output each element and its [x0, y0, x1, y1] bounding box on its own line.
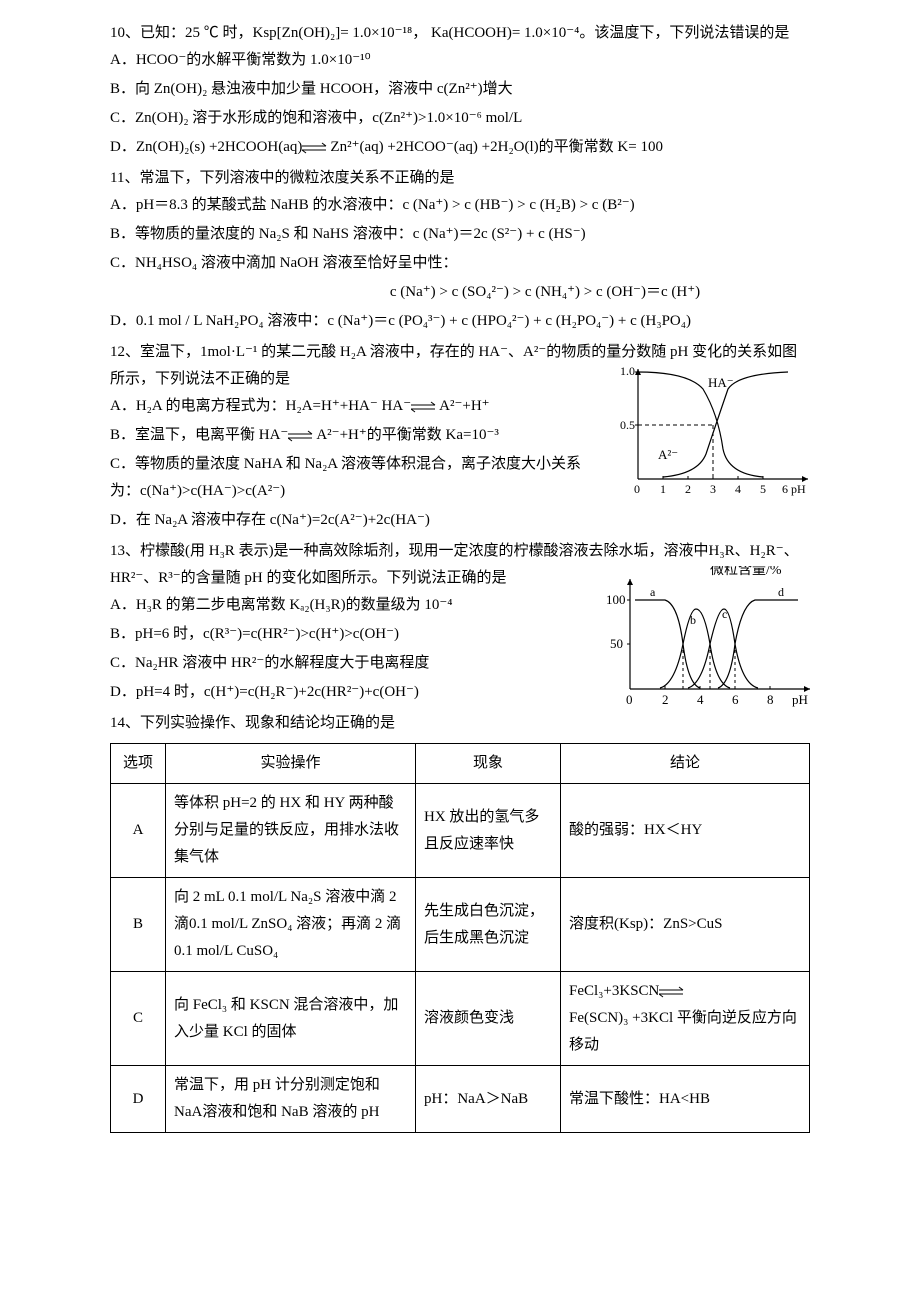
q12-x3: 3 [710, 482, 716, 496]
row-b-op: 向 2 mL 0.1 mol/L Na₂S 溶液中滴 2 滴0.1 mol/L … [166, 878, 416, 972]
row-d-label: D [111, 1066, 166, 1133]
q13-x3: 6 [732, 692, 739, 707]
question-11: 11、常温下，下列溶液中的微粒浓度关系不正确的是 A．pH＝8.3 的某酸式盐 … [110, 165, 810, 335]
row-d-ph: pH：NaA＞NaB [416, 1066, 561, 1133]
row-a-con: 酸的强弱：HX＜HY [561, 784, 810, 878]
q12-x6: 6 pH [782, 482, 806, 496]
q12-x0: 0 [634, 482, 640, 496]
q13-ylabel: 微粒含量/% [710, 566, 782, 578]
row-b-con: 溶度积(Ksp)：ZnS>CuS [561, 878, 810, 972]
question-12: 1.0 0.5 0 1 2 3 4 5 6 pH HA⁻ [110, 339, 810, 534]
q13-x1: 2 [662, 692, 669, 707]
q11-opt-a: A．pH＝8.3 的某酸式盐 NaHB 的水溶液中：c (Na⁺) > c (H… [110, 192, 810, 219]
th-operation: 实验操作 [166, 744, 416, 784]
equilibrium-arrow-icon [302, 142, 330, 154]
q13-x2: 4 [697, 692, 704, 707]
q10-d-post: Zn²⁺(aq) +2HCOO⁻(aq) +2H₂O(l)的平衡常数 K= 10… [330, 139, 663, 155]
table-row: A 等体积 pH=2 的 HX 和 HY 两种酸分别与足量的铁反应，用排水法收集… [111, 784, 810, 878]
q11-opt-b: B．等物质的量浓度的 Na₂S 和 NaHS 溶液中：c (Na⁺)＝2c (S… [110, 221, 810, 248]
th-phenomenon: 现象 [416, 744, 561, 784]
q12-x2: 2 [685, 482, 691, 496]
q12-chart: 1.0 0.5 0 1 2 3 4 5 6 pH HA⁻ [610, 359, 820, 509]
q14-table: 选项 实验操作 现象 结论 A 等体积 pH=2 的 HX 和 HY 两种酸分别… [110, 743, 810, 1133]
q12-x5: 5 [760, 482, 766, 496]
equilibrium-arrow-icon [411, 401, 439, 413]
q13-series-d: d [778, 585, 784, 599]
q13-series-a: a [650, 585, 656, 599]
row-c-con: FeCl₃+3KSCN Fe(SCN)₃ +3KCl 平衡向逆反应方向移动 [561, 972, 810, 1066]
table-row: D 常温下，用 pH 计分别测定饱和 NaA溶液和饱和 NaB 溶液的 pH p… [111, 1066, 810, 1133]
q12-ha-label: HA⁻ [708, 375, 734, 390]
row-c-con-pre: FeCl₃+3KSCN [569, 983, 659, 999]
row-b-label: B [111, 878, 166, 972]
q12-x1: 1 [660, 482, 666, 496]
equilibrium-arrow-icon [288, 430, 316, 442]
q12-b-pre: B．室温下，电离平衡 HA⁻ [110, 427, 288, 443]
q13-xpH: pH [792, 692, 808, 707]
question-10: 10、已知：25 ℃ 时，Ksp[Zn(OH)₂]= 1.0×10⁻¹⁸， Ka… [110, 20, 810, 161]
table-header-row: 选项 实验操作 现象 结论 [111, 744, 810, 784]
q11-opt-c1: C．NH₄HSO₄ 溶液中滴加 NaOH 溶液至恰好呈中性： [110, 250, 810, 277]
q13-y100: 100 [606, 592, 626, 607]
q12-opt-d: D．在 Na₂A 溶液中存在 c(Na⁺)=2c(A²⁻)+2c(HA⁻) [110, 507, 810, 534]
q12-a-pre: A．H₂A 的电离方程式为：H₂A=H⁺+HA⁻ HA⁻ [110, 398, 411, 414]
q12-a-post: A²⁻+H⁺ [439, 398, 489, 414]
q13-chart: 微粒含量/% 100 50 0 2 4 6 8 pH [600, 566, 820, 716]
row-c-ph: 溶液颜色变浅 [416, 972, 561, 1066]
row-c-op: 向 FeCl₃ 和 KSCN 混合溶液中，加入少量 KCl 的固体 [166, 972, 416, 1066]
row-d-op: 常温下，用 pH 计分别测定饱和 NaA溶液和饱和 NaB 溶液的 pH [166, 1066, 416, 1133]
question-14: 14、下列实验操作、现象和结论均正确的是 选项 实验操作 现象 结论 A 等体积… [110, 710, 810, 1133]
question-13: 微粒含量/% 100 50 0 2 4 6 8 pH [110, 538, 810, 706]
table-row: B 向 2 mL 0.1 mol/L Na₂S 溶液中滴 2 滴0.1 mol/… [111, 878, 810, 972]
row-a-ph: HX 放出的氢气多且反应速率快 [416, 784, 561, 878]
q10-stem: 10、已知：25 ℃ 时，Ksp[Zn(OH)₂]= 1.0×10⁻¹⁸， Ka… [110, 20, 810, 47]
q11-opt-c2: c (Na⁺) > c (SO₄²⁻) > c (NH₄⁺) > c (OH⁻)… [110, 279, 810, 306]
q13-series-b: b [690, 613, 696, 627]
table-row: C 向 FeCl₃ 和 KSCN 混合溶液中，加入少量 KCl 的固体 溶液颜色… [111, 972, 810, 1066]
q11-opt-d: D．0.1 mol / L NaH₂PO₄ 溶液中：c (Na⁺)＝c (PO₄… [110, 308, 810, 335]
q10-d-pre: D．Zn(OH)₂(s) +2HCOOH(aq) [110, 139, 302, 155]
q11-stem: 11、常温下，下列溶液中的微粒浓度关系不正确的是 [110, 165, 810, 192]
th-option: 选项 [111, 744, 166, 784]
th-conclusion: 结论 [561, 744, 810, 784]
q12-b-post: A²⁻+H⁺的平衡常数 Ka=10⁻³ [316, 427, 499, 443]
row-c-label: C [111, 972, 166, 1066]
q10-opt-c: C．Zn(OH)₂ 溶于水形成的饱和溶液中，c(Zn²⁺)>1.0×10⁻⁶ m… [110, 105, 810, 132]
q13-x4: 8 [767, 692, 774, 707]
q12-y1: 1.0 [620, 364, 635, 378]
row-d-con: 常温下酸性：HA<HB [561, 1066, 810, 1133]
q10-opt-b: B．向 Zn(OH)₂ 悬浊液中加少量 HCOOH，溶液中 c(Zn²⁺)增大 [110, 76, 810, 103]
row-b-ph: 先生成白色沉淀，后生成黑色沉淀 [416, 878, 561, 972]
q13-x0: 0 [626, 692, 633, 707]
row-a-label: A [111, 784, 166, 878]
q12-y05: 0.5 [620, 418, 635, 432]
q13-y50: 50 [610, 636, 623, 651]
row-c-con-post: Fe(SCN)₃ +3KCl 平衡向逆反应方向移动 [569, 1010, 797, 1053]
q10-opt-d: D．Zn(OH)₂(s) +2HCOOH(aq) Zn²⁺(aq) +2HCOO⁻… [110, 134, 810, 161]
q12-a2-label: A²⁻ [658, 447, 678, 462]
row-a-op: 等体积 pH=2 的 HX 和 HY 两种酸分别与足量的铁反应，用排水法收集气体 [166, 784, 416, 878]
equilibrium-arrow-icon [659, 986, 687, 998]
q13-series-c: c [722, 607, 727, 621]
q12-x4: 4 [735, 482, 741, 496]
q10-opt-a: A．HCOO⁻的水解平衡常数为 1.0×10⁻¹⁰ [110, 47, 810, 74]
